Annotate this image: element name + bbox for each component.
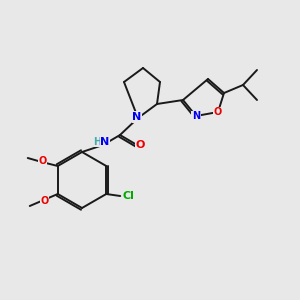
Text: O: O	[135, 140, 145, 150]
Text: O: O	[40, 196, 49, 206]
Text: O: O	[39, 156, 47, 166]
Text: N: N	[192, 111, 200, 121]
Text: N: N	[100, 137, 109, 147]
Text: O: O	[214, 107, 222, 117]
Text: Cl: Cl	[122, 191, 134, 201]
Text: H: H	[93, 137, 101, 147]
Text: N: N	[132, 112, 142, 122]
